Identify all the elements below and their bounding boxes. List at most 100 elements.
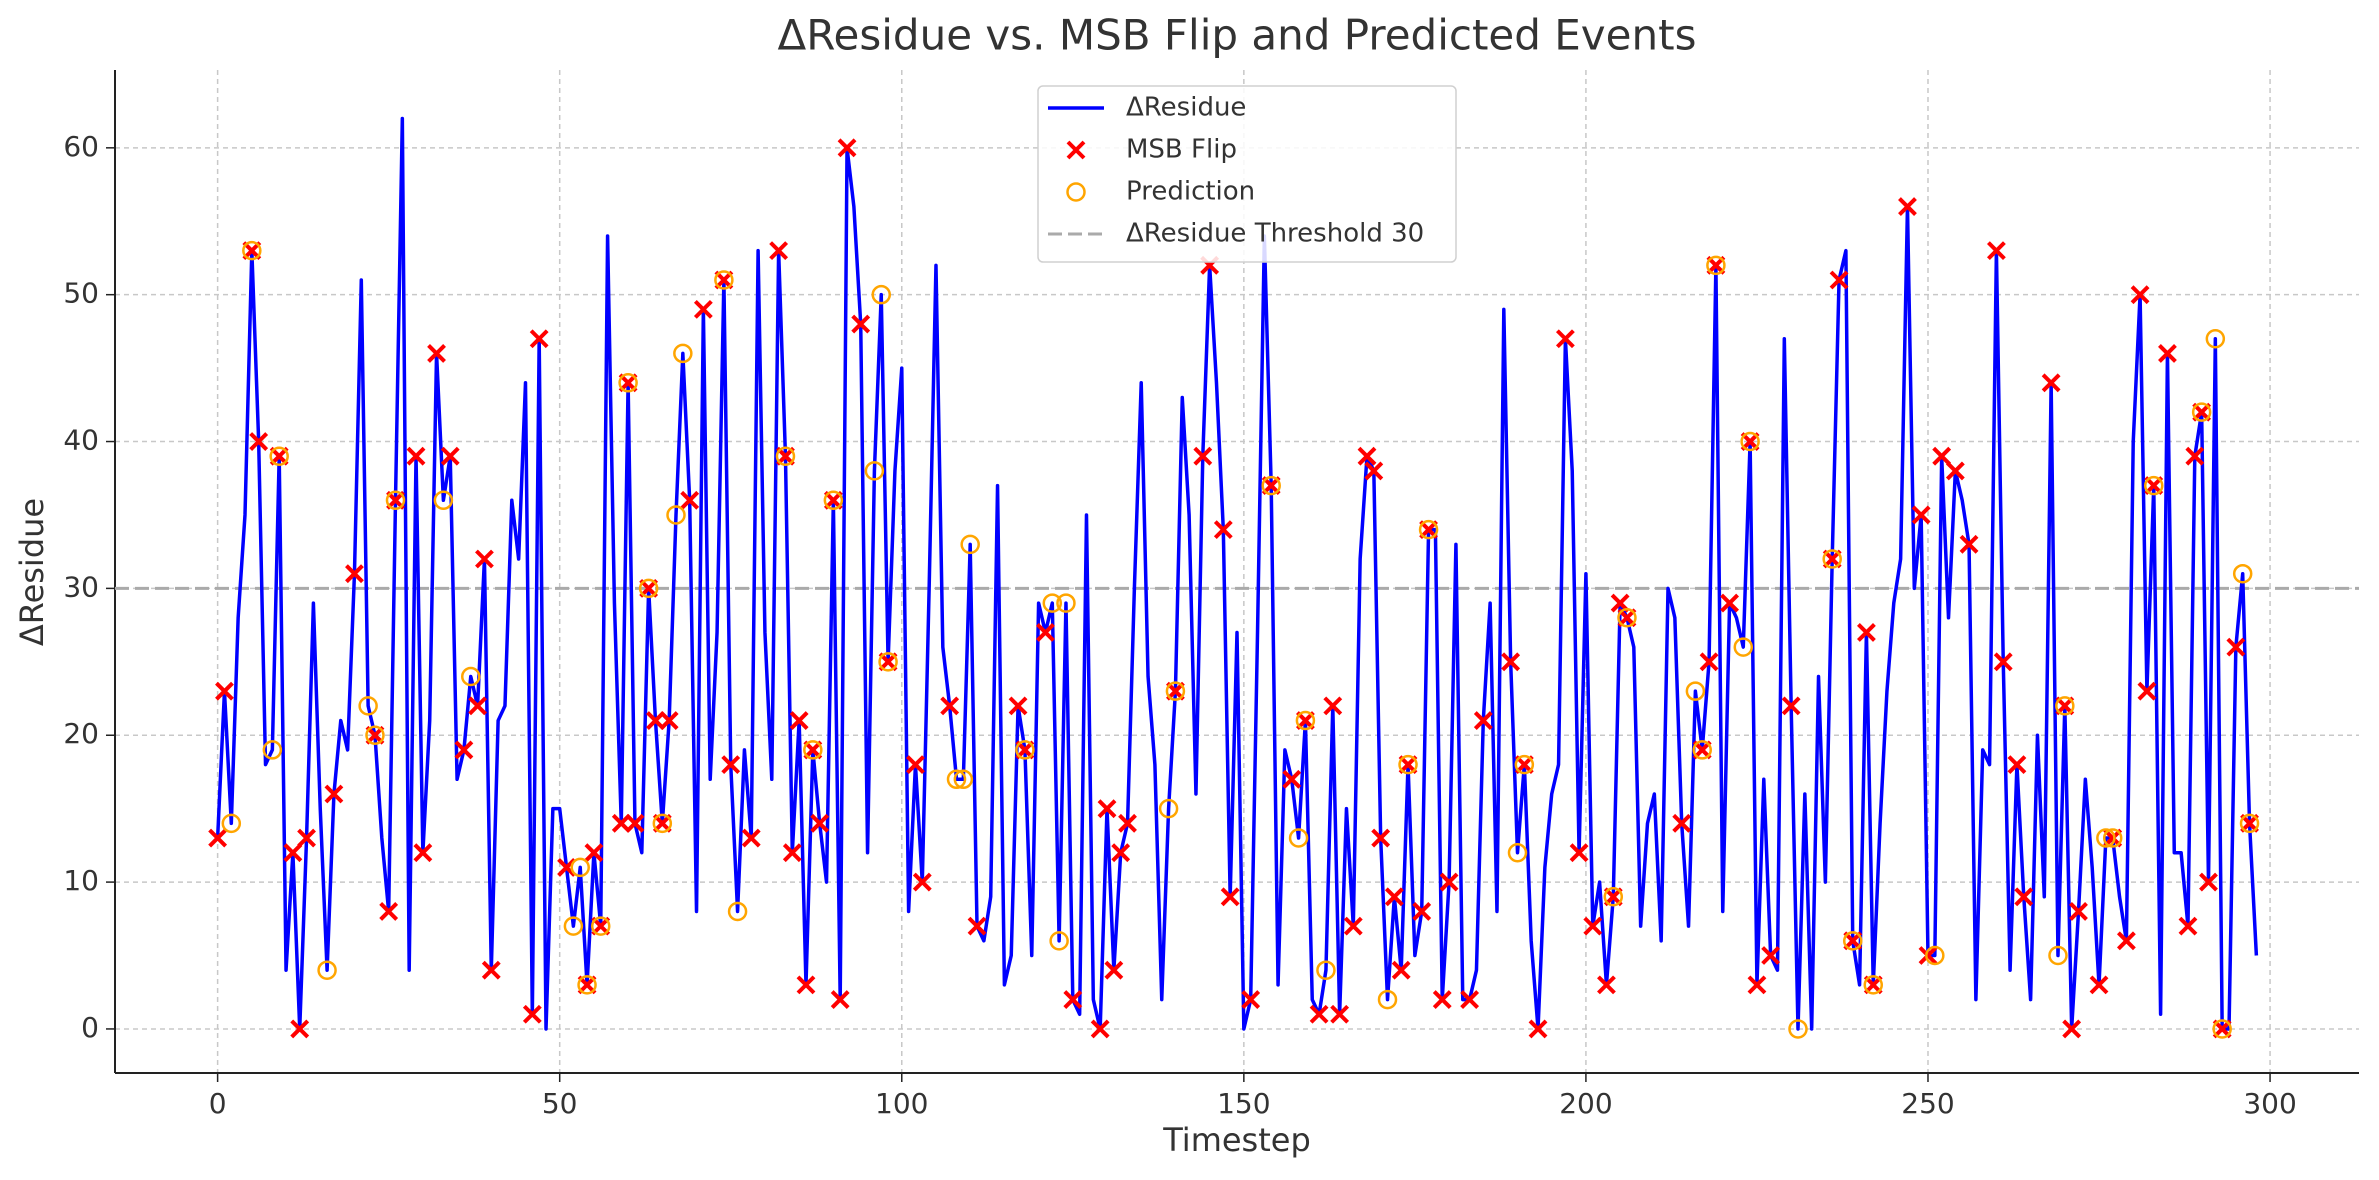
msb-flip-marker: [611, 813, 631, 833]
prediction-marker: [864, 461, 885, 481]
prediction-marker: [385, 490, 406, 511]
msb-flip-marker: [625, 813, 645, 833]
msb-flip-marker: [2069, 902, 2088, 921]
legend-box: [1037, 85, 1457, 263]
y-axis-label: ΔResidue: [13, 498, 51, 646]
prediction-marker: [269, 446, 289, 466]
msb-flip-marker: [1111, 843, 1131, 863]
msb-flip-marker: [475, 549, 494, 569]
msb-flip-marker: [830, 990, 850, 1009]
msb-flip-marker: [912, 872, 932, 892]
msb-flip-marker: [906, 755, 925, 775]
prediction-marker: [953, 769, 974, 790]
msb-flip-marker: [1781, 696, 1801, 716]
msb-flip-marker: [1364, 461, 1384, 481]
msb-flip-marker: [1501, 652, 1521, 672]
msb-flip-marker: [2062, 1019, 2082, 1039]
msb-flip-marker: [1330, 1004, 1350, 1024]
msb-flip-marker: [2137, 681, 2157, 701]
msb-flip-marker: [2007, 755, 2027, 775]
msb-flip-marker: [557, 857, 576, 877]
msb-flip-marker: [1193, 446, 1213, 466]
msb-flip-marker: [1036, 623, 1055, 642]
msb-flip-marker: [427, 344, 446, 363]
prediction-marker: [803, 740, 823, 760]
msb-flip-marker: [1412, 902, 1432, 921]
msb-flip-marker: [2014, 887, 2034, 907]
prediction-marker: [652, 813, 673, 834]
y-tick-label: 60: [63, 130, 99, 163]
prediction-marker: [2055, 696, 2075, 716]
msb-flip-marker: [2130, 285, 2150, 305]
msb-flip-marker: [1945, 461, 1965, 481]
legend-label: Prediction: [1126, 177, 1255, 207]
msb-flip-marker: [1090, 1019, 1110, 1039]
msb-flip-marker: [468, 696, 488, 716]
prediction-marker: [666, 505, 686, 525]
prediction-marker: [946, 769, 967, 790]
prediction-marker: [1261, 475, 1281, 496]
msb-flip-marker: [1918, 946, 1938, 965]
x-tick-label: 150: [1217, 1087, 1270, 1120]
legend-label: MSB Flip: [1126, 135, 1237, 165]
msb-flip-marker: [1993, 652, 2013, 672]
msb-flip-marker: [1460, 990, 1480, 1009]
prediction-marker: [1842, 931, 1863, 951]
prediction-marker: [590, 916, 611, 936]
y-tick-label: 10: [63, 864, 99, 897]
msb-flip-marker: [1720, 593, 1740, 613]
x-tick-label: 0: [209, 1087, 227, 1120]
prediction-marker: [570, 857, 590, 878]
prediction-marker: [1398, 754, 1418, 775]
prediction-marker: [577, 975, 597, 995]
msb-flip-marker: [522, 1004, 542, 1024]
msb-flip-marker: [1384, 887, 1404, 907]
prediction-marker: [242, 240, 262, 261]
prediction-marker: [365, 725, 385, 745]
msb-flip-marker: [1856, 623, 1876, 642]
prediction-marker: [1617, 608, 1637, 628]
msb-flip-marker: [796, 975, 816, 995]
prediction-marker: [673, 343, 693, 364]
msb-flip-marker: [1761, 946, 1781, 965]
msb-flip-marker: [1932, 446, 1952, 466]
x-axis-label: Timestep: [1162, 1121, 1311, 1159]
prediction-marker: [1377, 989, 1398, 1010]
msb-flip-marker: [1323, 696, 1343, 716]
msb-flip-marker: [1104, 960, 1124, 980]
prediction-marker: [221, 813, 242, 834]
msb-flip-marker: [249, 432, 269, 451]
msb-flip-marker: [1241, 990, 1261, 1009]
prediction-marker: [638, 578, 659, 599]
y-tick-label: 40: [63, 424, 99, 457]
msb-flip-marker: [324, 784, 344, 804]
msb-flip-marker: [2158, 344, 2177, 363]
msb-flip-marker: [454, 740, 474, 760]
msb-flip-marker: [290, 1019, 310, 1039]
chart-title: ΔResidue vs. MSB Flip and Predicted Even…: [778, 11, 1697, 60]
legend-label: ΔResidue: [1126, 93, 1246, 123]
prediction-marker: [1822, 549, 1842, 569]
msb-flip-marker: [2226, 637, 2246, 657]
prediction-marker: [1507, 842, 1528, 863]
msb-flip-marker: [789, 711, 809, 730]
msb-flip-marker: [851, 314, 871, 334]
prediction-marker: [358, 696, 378, 716]
msb-flip-marker: [1282, 769, 1302, 789]
prediction-marker: [1788, 1019, 1808, 1039]
msb-flip-marker: [646, 711, 665, 730]
msb-flip-marker: [584, 843, 604, 863]
x-tick-label: 300: [2243, 1087, 2296, 1120]
msb-flip-marker: [1959, 534, 1979, 554]
prediction-marker: [1740, 431, 1760, 452]
msb-flip-marker: [1213, 520, 1233, 540]
prediction-marker: [775, 446, 796, 466]
y-tick-label: 50: [63, 277, 99, 310]
msb-flip-marker: [1473, 711, 1493, 730]
prediction-marker: [317, 960, 337, 980]
prediction-marker: [2048, 945, 2068, 966]
msb-flip-marker: [379, 902, 399, 921]
msb-flip-marker: [413, 843, 433, 863]
